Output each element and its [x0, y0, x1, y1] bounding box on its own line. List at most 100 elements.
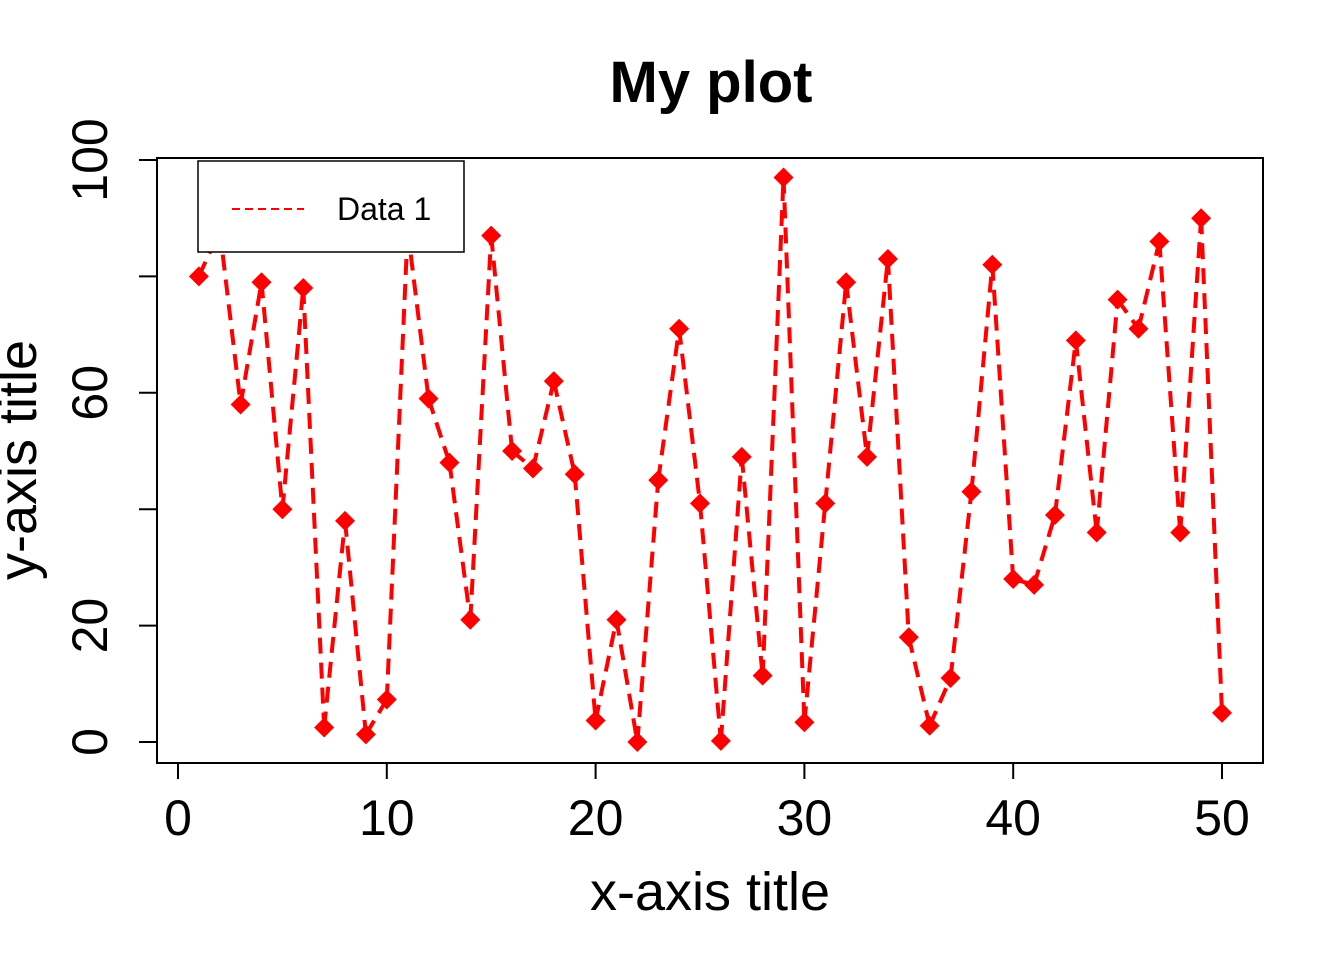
data-point — [1086, 522, 1107, 543]
series-line-segment — [447, 462, 473, 621]
series-line-segment — [844, 281, 870, 458]
x-tick-label: 20 — [568, 790, 624, 846]
series-line-segment — [1157, 241, 1183, 533]
series-line-segment — [531, 380, 556, 469]
series-line-segment — [593, 619, 619, 721]
series-line-segment — [280, 287, 306, 510]
data-point — [877, 248, 898, 269]
data-point — [481, 225, 502, 246]
data-point — [794, 712, 815, 733]
legend-label: Data 1 — [337, 191, 431, 227]
series-line-segment — [927, 677, 953, 727]
data-point — [627, 732, 648, 752]
series-line-segment — [885, 258, 911, 638]
data-point — [564, 464, 585, 485]
series-line-segment — [677, 328, 702, 504]
series-line-segment — [718, 456, 744, 741]
series-line-segment — [739, 456, 765, 676]
series-line-segment — [384, 229, 410, 700]
series-line-segment — [656, 328, 682, 481]
data-point — [1044, 505, 1065, 526]
data-point — [731, 446, 752, 467]
data-point — [1024, 574, 1045, 595]
series-line-segment — [1136, 241, 1162, 330]
legend: Data 1 — [197, 160, 465, 253]
data-point — [251, 272, 272, 293]
series-line-segment — [614, 619, 640, 743]
data-point — [335, 510, 356, 531]
series-line-segment — [322, 520, 348, 728]
series-line-segment — [572, 474, 598, 721]
series-data-1 — [188, 167, 1232, 752]
series-line-segment — [1199, 218, 1224, 713]
data-point — [669, 318, 690, 339]
data-point — [690, 493, 710, 514]
series-line-segment — [217, 229, 243, 405]
series-line-segment — [823, 282, 849, 504]
data-point — [857, 446, 878, 467]
series-line-segment — [1032, 514, 1057, 586]
x-tick-label: 0 — [164, 790, 192, 846]
data-point — [836, 272, 857, 293]
data-point — [376, 689, 397, 710]
data-point — [1107, 289, 1128, 310]
data-point — [940, 667, 961, 688]
data-point — [752, 665, 773, 686]
data-point — [710, 730, 731, 751]
series-line-segment — [635, 479, 661, 743]
data-point — [418, 388, 439, 409]
series-line-segment — [990, 264, 1016, 580]
series-line-segment — [301, 287, 327, 728]
data-point — [314, 717, 335, 738]
y-axis-title: y-axis title — [0, 340, 48, 580]
series-line-segment — [1178, 218, 1204, 533]
data-point — [961, 481, 982, 502]
x-tick-label: 30 — [777, 790, 833, 846]
data-point — [543, 371, 564, 392]
series-line-segment — [969, 264, 995, 492]
data-point — [1065, 330, 1086, 351]
data-point — [230, 394, 251, 415]
y-tick-label: 100 — [62, 118, 118, 201]
series-line-segment — [1052, 340, 1078, 516]
series-line-segment — [948, 491, 974, 679]
series-line-segment — [343, 520, 368, 735]
series-line-segment — [551, 380, 577, 475]
x-axis-title: x-axis title — [590, 862, 830, 922]
series-line-segment — [906, 636, 932, 727]
y-tick-label: 20 — [62, 598, 118, 654]
series-line-segment — [1094, 299, 1120, 533]
data-point — [1003, 569, 1024, 590]
data-point — [439, 452, 460, 473]
series-line-segment — [468, 235, 494, 620]
data-point — [1128, 318, 1149, 339]
data-point — [1191, 208, 1212, 229]
data-point — [355, 724, 376, 745]
series-line-segment — [698, 503, 723, 742]
chart-title: My plot — [610, 50, 813, 115]
series-line-segment — [781, 177, 807, 723]
data-point — [982, 254, 1003, 275]
x-tick-label: 10 — [359, 790, 415, 846]
series-line-segment — [238, 281, 264, 405]
y-tick-label: 60 — [62, 365, 118, 421]
series-line-segment — [426, 397, 452, 464]
x-tick-label: 40 — [985, 790, 1041, 846]
data-point — [1212, 702, 1232, 723]
data-point — [606, 609, 627, 630]
y-tick-label: 0 — [62, 728, 118, 756]
data-point — [522, 458, 543, 479]
series-line-segment — [489, 235, 515, 452]
data-point — [1149, 231, 1170, 252]
data-point — [898, 627, 919, 648]
series-line-segment — [760, 177, 786, 676]
series-line-segment — [259, 282, 285, 510]
legend-box — [197, 160, 465, 253]
data-point — [502, 441, 523, 461]
data-point — [648, 470, 669, 491]
x-axis: 0 10 20 30 40 50 — [164, 762, 1250, 846]
series-line-segment — [865, 258, 890, 458]
data-point — [272, 499, 293, 520]
series-line-segment — [405, 229, 431, 399]
x-tick-label: 50 — [1194, 790, 1250, 846]
